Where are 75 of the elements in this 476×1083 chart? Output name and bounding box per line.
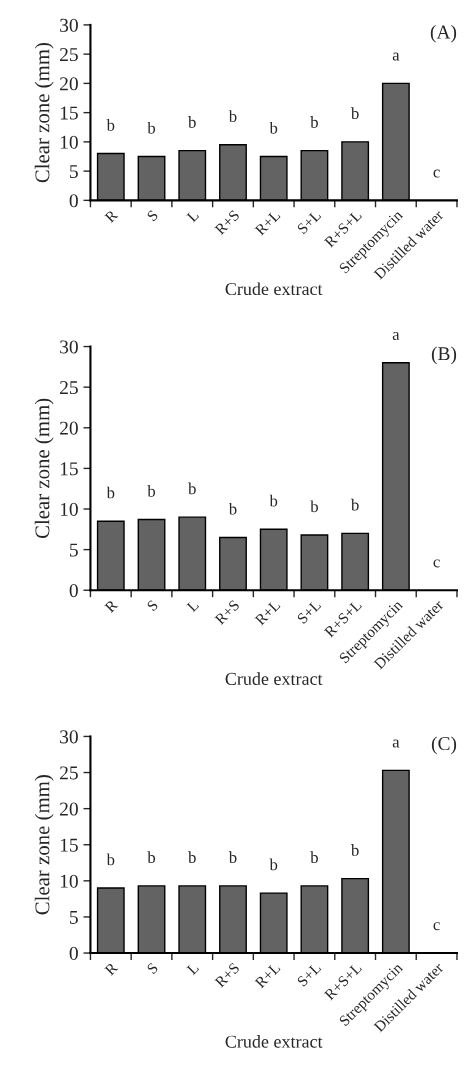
x-tick-label: L (186, 962, 200, 976)
annotation: b (147, 121, 156, 134)
annotation: a (392, 331, 400, 340)
y-axis-title: Clear zone (mm) (34, 398, 54, 539)
x-tick-label: R+L (254, 962, 281, 989)
y-tick-label: 25 (60, 48, 78, 62)
x-tick-label: R (104, 599, 119, 613)
x-axis-title: Crude extract (225, 1035, 323, 1048)
annotation: b (106, 119, 115, 131)
annotation: b (310, 500, 318, 513)
x-tick-label: R+S (214, 599, 240, 626)
y-tick-label: 30 (60, 730, 78, 744)
x-tick-label: S+L (296, 599, 322, 625)
annotation: a (392, 739, 400, 748)
x-axis-title: Crude extract (225, 672, 323, 685)
x-axis-title: Crude extract (225, 282, 323, 296)
annotation: a (392, 52, 400, 61)
chart-title: (A) (430, 24, 457, 43)
annotation: c (433, 922, 440, 931)
y-tick-label: 30 (60, 18, 78, 32)
annotation: b (269, 494, 278, 507)
y-tick-label: 20 (60, 421, 78, 435)
y-tick-label: 10 (60, 135, 78, 149)
annotation: b (106, 486, 115, 499)
x-tick-label: R (104, 209, 119, 224)
y-tick-label: 15 (60, 462, 78, 476)
y-tick-label: 10 (60, 502, 78, 516)
y-tick-label: 20 (60, 802, 78, 816)
x-tick-label: S (146, 209, 159, 222)
annotation: b (269, 121, 278, 134)
chart-title: (C) (431, 736, 457, 755)
annotation: b (269, 858, 278, 871)
y-tick-label: 15 (60, 838, 78, 852)
y-tick-label: 5 (70, 543, 78, 557)
y-tick-label: 5 (70, 165, 78, 179)
x-tick-label: R+L (254, 209, 281, 236)
y-tick-label: 20 (60, 77, 78, 91)
annotation: c (433, 169, 440, 178)
annotation: b (106, 853, 115, 866)
annotation: b (350, 498, 359, 511)
x-tick-label: L (186, 599, 200, 613)
x-tick-label: L (186, 209, 200, 223)
x-tick-label: S+L (296, 209, 322, 235)
y-tick-label: 0 (69, 946, 78, 960)
y-tick-label: 25 (60, 381, 78, 395)
x-tick-label: S (146, 599, 159, 612)
x-tick-label: S (146, 962, 159, 975)
y-tick-label: 0 (69, 584, 78, 598)
x-tick-label: R+L (254, 599, 281, 626)
annotation: c (433, 559, 440, 568)
y-axis-title: Clear zone (mm) (34, 775, 54, 915)
annotation: b (147, 851, 156, 864)
y-axis-title: Clear zone (mm) (34, 42, 54, 183)
annotation: b (310, 851, 318, 864)
chart-title: (B) (431, 346, 457, 365)
annotation: b (228, 502, 237, 515)
y-tick-label: 25 (60, 766, 78, 780)
annotation: b (147, 485, 156, 497)
x-tick-label: R (104, 961, 119, 976)
y-tick-label: 10 (60, 874, 78, 888)
annotation: b (350, 107, 359, 120)
annotation: b (310, 116, 318, 128)
x-tick-label: R+S (214, 209, 240, 236)
x-tick-label: S+L (296, 962, 322, 987)
annotation: b (350, 844, 359, 856)
annotation: b (228, 110, 237, 122)
annotation: b (188, 851, 196, 864)
y-tick-label: 5 (70, 910, 78, 924)
y-tick-label: 0 (69, 194, 78, 208)
annotation: b (188, 116, 196, 128)
annotation: b (228, 851, 237, 864)
annotation: b (188, 482, 196, 495)
x-tick-label: R+S (214, 962, 240, 988)
y-tick-label: 15 (60, 106, 78, 120)
y-tick-label: 30 (60, 340, 78, 354)
